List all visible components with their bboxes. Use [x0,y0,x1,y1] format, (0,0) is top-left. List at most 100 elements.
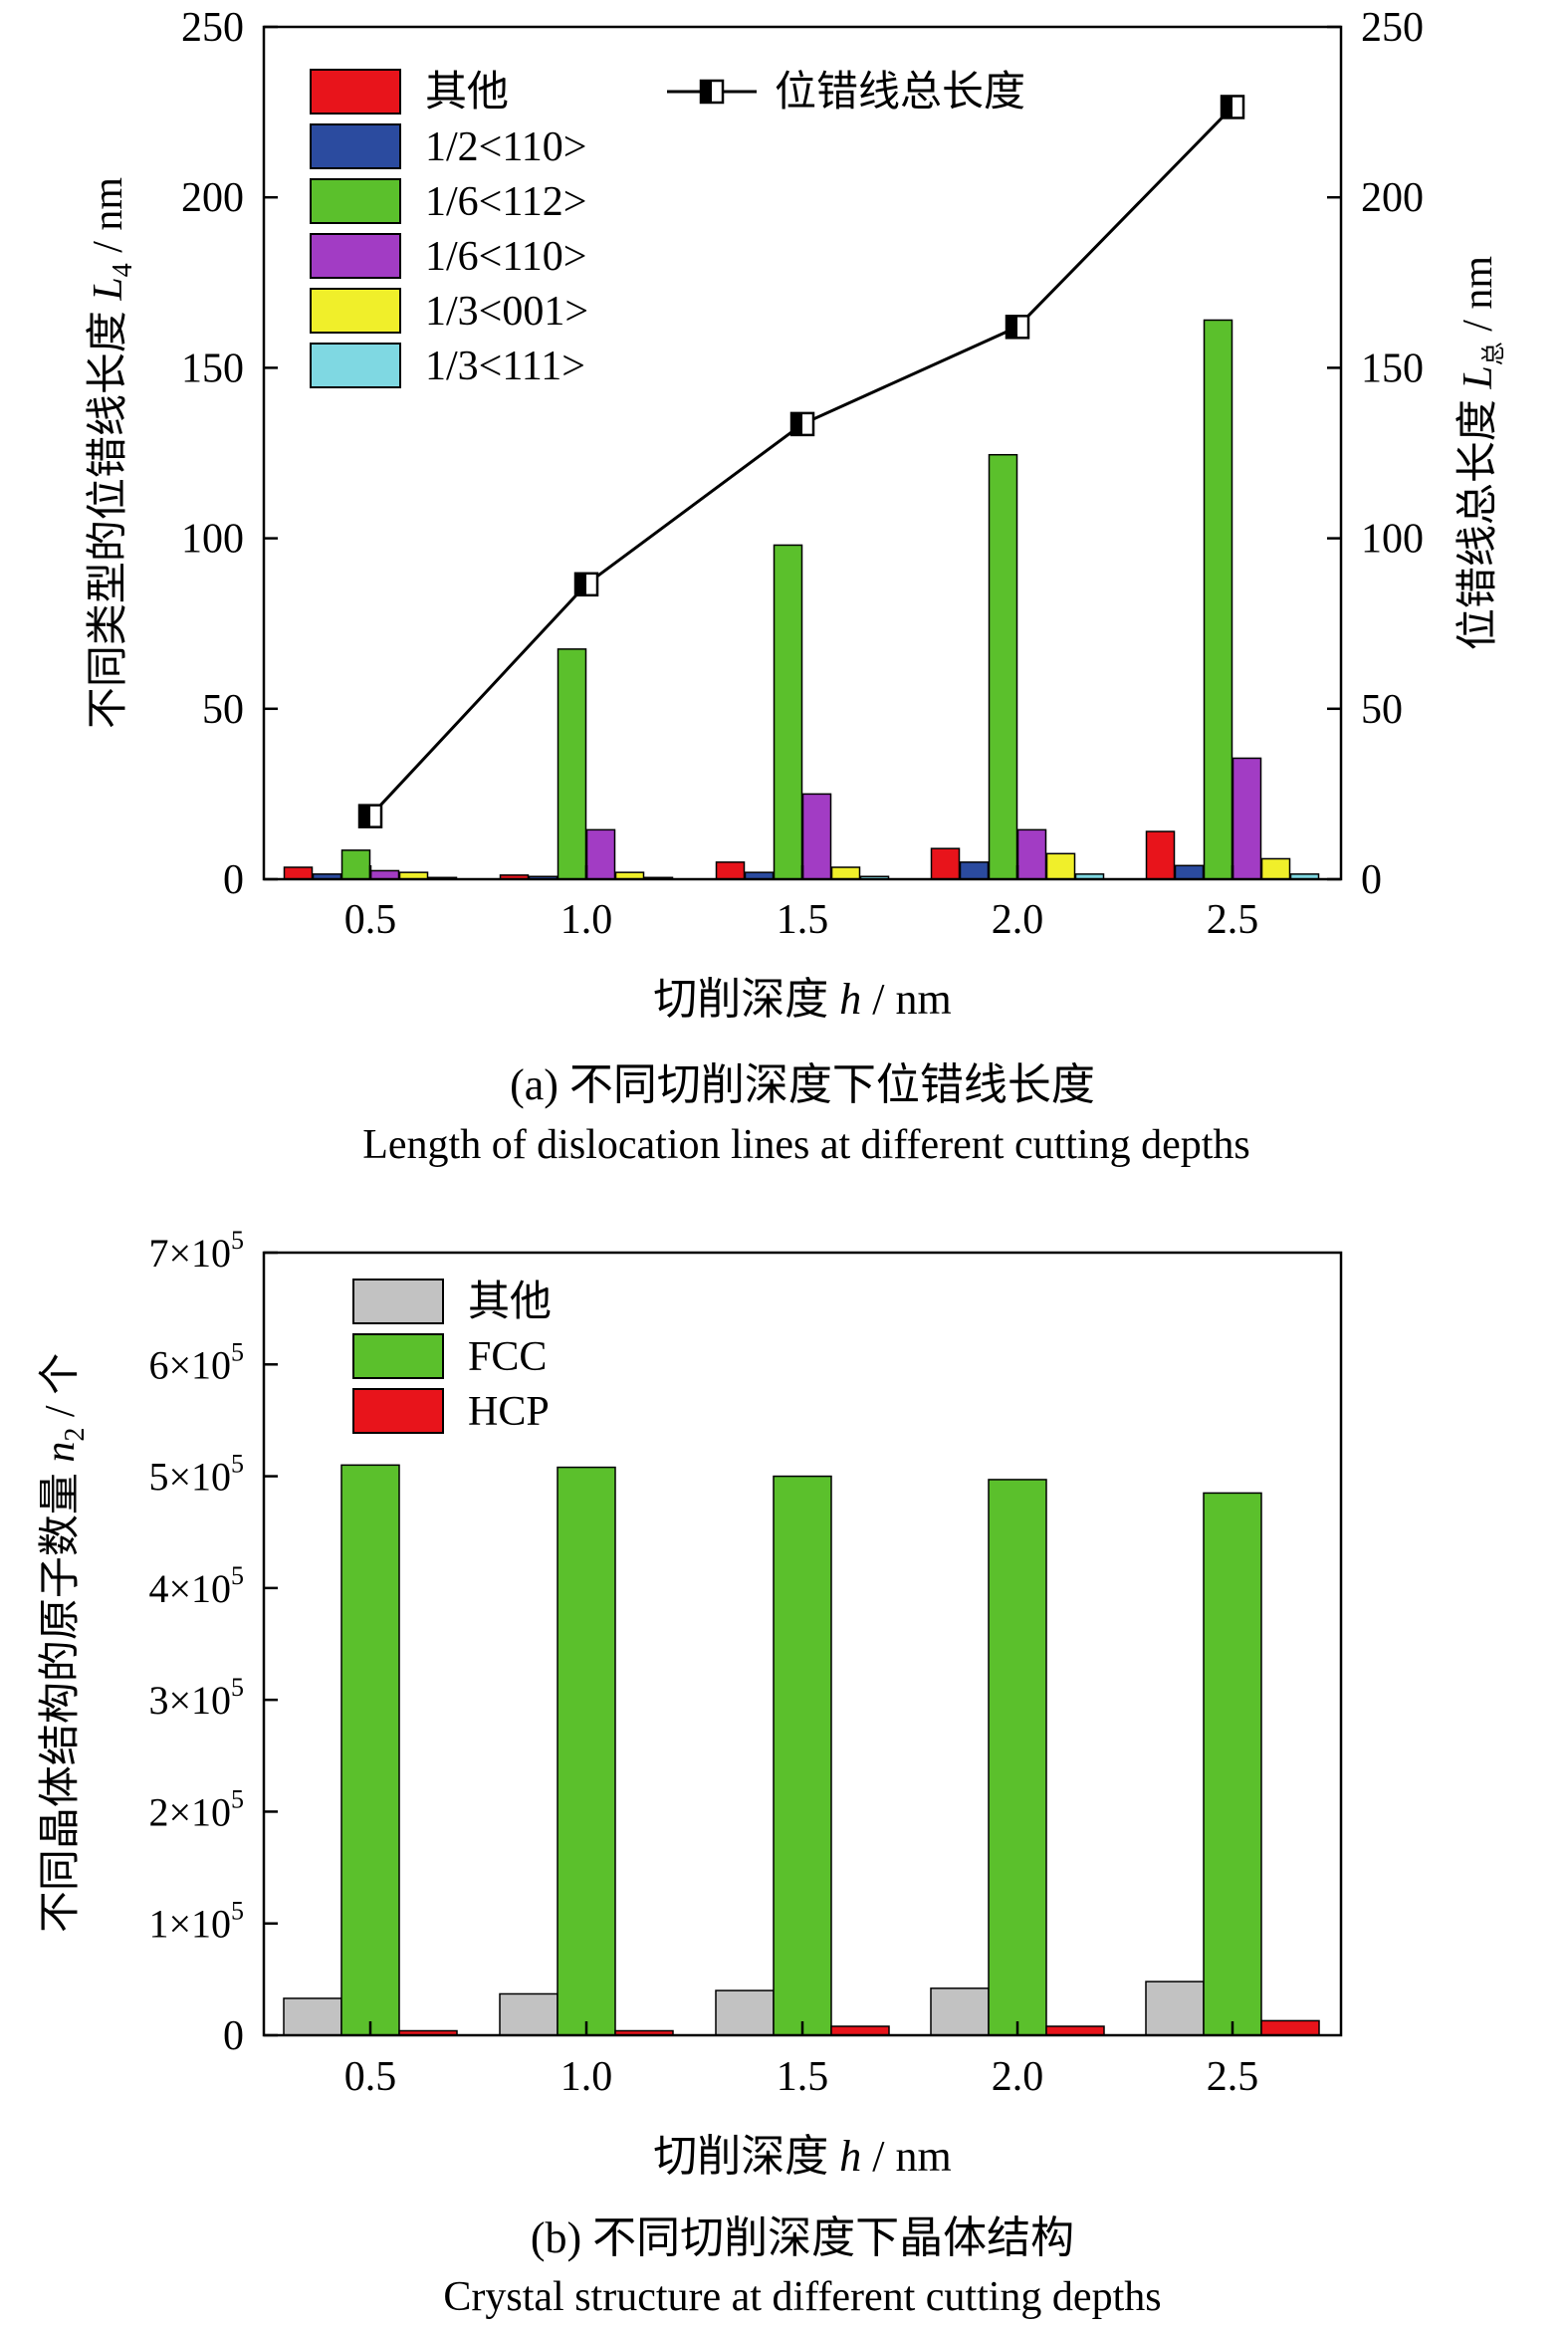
chart-a-y2-tick-label: 0 [1361,857,1382,903]
chart-b-legend-label: 其他 [468,1280,552,1325]
chart-a-x-tick-label: 1.0 [560,897,613,943]
chart-b-bar [499,1992,559,2036]
chart-a-line-marker [1005,315,1030,340]
chart-b-bar [930,1987,990,2036]
chart-a-legend-swatch [310,123,401,169]
chart-a-legend-label: 其他 [425,70,509,116]
chart-a-legend-swatch [310,69,401,115]
chart-a: 0 0 50 50 100 100 150 150 200 200 250 250 0.5 1.0 1.5 2… [85,5,1507,1168]
tick-mantissa: 5×10 [148,1455,231,1500]
chart-a-bar [715,861,746,880]
chart-b-y-tick-label: 5×105 [148,1450,244,1500]
chart-a-line-marker [1220,95,1245,119]
chart-b-x-tick-label: 1.5 [777,2054,829,2100]
marker-fill [575,573,586,595]
chart-a-line-marker [573,572,599,597]
chart-a-bar [930,847,961,880]
chart-a-line-marker [357,804,383,828]
chart-a-legend-marker-fill [701,81,712,103]
chart-a-bar [988,453,1018,880]
chart-b-bar [830,2025,890,2036]
chart-a-bar [283,866,314,880]
chart-b-y-tick-label: 3×105 [148,1673,244,1723]
chart-a-y2-tick-label: 50 [1361,687,1403,733]
chart-b-legend-label: HCP [468,1389,550,1435]
chart-b-y-tick-label: 4×105 [148,1561,244,1611]
chart-b-y-tick-label: 0 [223,2013,244,2059]
chart-b-bar [773,1475,832,2036]
marker-fill [791,412,802,435]
chart-a-y2-tick-label: 150 [1361,346,1424,391]
tick-exponent: 5 [231,1561,244,1590]
tick-exponent: 5 [231,1897,244,1926]
chart-b-caption-en: Crystal structure at different cutting d… [443,2274,1161,2320]
chart-a-y2-tick-label: 100 [1361,517,1424,563]
chart-b-y-axis-label: 不同晶体结构的原子数量 n2 / 个 [38,1353,91,1933]
chart-b-bar [340,1464,400,2036]
chart-a-y2-tick-label: 250 [1361,5,1424,51]
chart-a-legend-swatch [310,233,401,279]
chart-b-bar [557,1466,616,2036]
chart-a-y2-tick-label: 200 [1361,175,1424,221]
tick-exponent: 5 [231,1337,244,1366]
chart-a-y-tick-label: 250 [181,5,244,51]
chart-a-y-axis-label: 不同类型的位错线长度 L4 / nm [85,177,138,730]
chart-b-y-tick-label: 7×105 [148,1226,244,1276]
chart-a-legend: 其他 1/2<110> 1/6<112> 1/6<110> 1/3<001> 1/3<11… [310,69,1025,389]
tick-mantissa: 7×10 [148,1231,231,1276]
marker-fill [1222,96,1232,118]
chart-b-bar [1145,1980,1205,2036]
chart-a-bar [801,793,832,880]
chart-a-caption-en: Length of dislocation lines at different… [362,1122,1250,1168]
chart-b-x-tick-label: 0.5 [344,2054,397,2100]
chart-a-y-tick-label: 50 [202,687,244,733]
chart-b-bar [1045,2025,1105,2036]
chart-b-x-tick-label: 2.5 [1207,2054,1259,2100]
chart-b-bar [1260,2019,1320,2036]
chart-b-bar [988,1479,1047,2036]
chart-a-bar [1260,857,1291,880]
tick-mantissa: 3×10 [148,1678,231,1723]
tick-exponent: 5 [231,1450,244,1479]
chart-a-legend-label: 1/6<112> [425,179,586,225]
chart-a-bar [1145,830,1176,880]
chart-a-legend-label: 1/6<110> [425,234,586,280]
chart-a-x-axis-label: 切削深度 h / nm [653,975,951,1024]
tick-exponent: 5 [231,1784,244,1813]
chart-a-bar [557,648,587,880]
chart-a-legend-swatch [310,178,401,224]
chart-b-caption-cn: (b) 不同切削深度下晶体结构 [531,2213,1074,2262]
chart-a-bar [1174,864,1205,880]
chart-a-legend-label: 1/3<111> [425,344,585,389]
chart-a-total-markers [357,95,1245,828]
chart-a-legend-swatch [310,288,401,334]
tick-exponent: 5 [231,1673,244,1702]
chart-a-y-tick-label: 200 [181,175,244,221]
chart-b-bar [283,1997,342,2036]
chart-b-bar [715,1989,775,2036]
tick-mantissa: 6×10 [148,1342,231,1387]
chart-a-legend-swatch [310,343,401,388]
chart-b-x-tick-label: 1.0 [560,2054,613,2100]
chart-b-legend-label: FCC [468,1334,547,1380]
tick-mantissa: 4×10 [148,1566,231,1611]
tick-mantissa: 1×10 [148,1902,231,1947]
chart-a-bar [585,828,616,880]
chart-a-x-tick-label: 2.5 [1207,897,1259,943]
chart-b-legend-swatch [352,1279,444,1324]
chart-b-y-tick-label: 6×105 [148,1337,244,1387]
tick-exponent: 5 [231,1226,244,1255]
chart-a-legend-label: 1/2<110> [425,124,586,170]
chart-b-y-tick-label: 2×105 [148,1784,244,1834]
chart-a-bar [1016,828,1047,880]
chart-a-legend-label: 1/3<001> [425,289,588,335]
chart-b-x-tick-label: 2.0 [992,2054,1044,2100]
chart-a-x-tick-label: 2.0 [992,897,1044,943]
chart-a-bars [283,319,1320,880]
chart-a-bar [369,869,400,880]
tick-mantissa: 2×10 [148,1789,231,1834]
chart-b-legend: 其他 FCC HCP [352,1279,552,1435]
chart-a-bar [830,866,861,880]
